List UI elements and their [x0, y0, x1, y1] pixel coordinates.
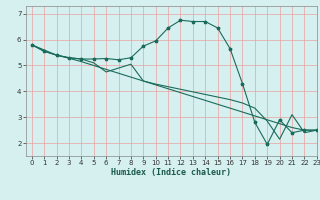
X-axis label: Humidex (Indice chaleur): Humidex (Indice chaleur) — [111, 168, 231, 177]
